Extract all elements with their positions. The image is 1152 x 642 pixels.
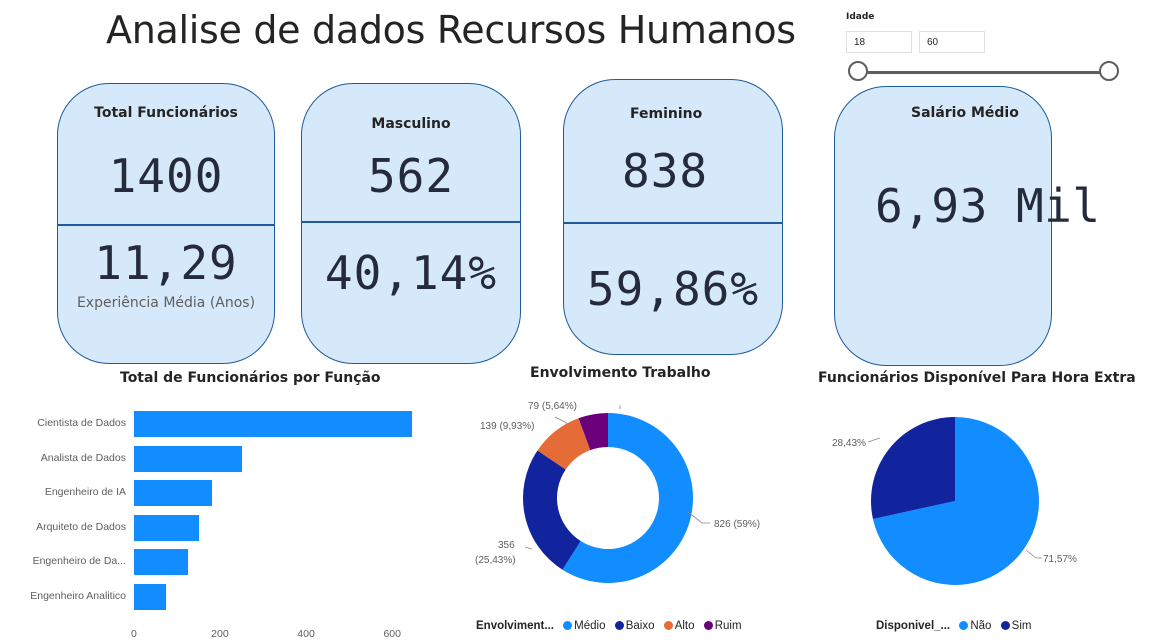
pie-chart: 28,43% 71,57%	[832, 417, 1077, 585]
legend-item-baixo[interactable]: Baixo	[625, 620, 655, 632]
donut-label-alto: 139 (9,93%)	[480, 421, 534, 432]
bar[interactable]	[134, 480, 212, 507]
bar-category-label: Engenheiro Analitico	[30, 590, 126, 602]
legend-dot-icon	[563, 621, 573, 630]
legend-item-alto[interactable]: Alto	[674, 620, 695, 632]
bar-category-label: Engenheiro de IA	[44, 486, 126, 499]
x-axis-tick-label: 0	[131, 628, 137, 640]
pie-legend: Disponivel_... Não Sim	[876, 620, 1031, 632]
donut-chart-title: Envolvimento Trabalho	[530, 365, 711, 381]
bar-category-label: Cientista de Dados	[37, 417, 126, 429]
card-salario-value: 6,93 Mil	[875, 179, 1101, 233]
card-experiencia-value: 11,29	[94, 236, 238, 290]
card-total-value: 1400	[108, 149, 224, 203]
card-masculino-percent: 40,14%	[324, 246, 498, 300]
donut-label-baixo: 356	[498, 540, 515, 551]
age-slider-track[interactable]	[858, 71, 1109, 74]
age-slider-max-handle[interactable]	[1099, 61, 1119, 81]
legend-dot-icon	[959, 621, 969, 630]
legend-item-medio[interactable]: Médio	[574, 620, 606, 632]
legend-dot-icon	[614, 621, 624, 630]
legend-item-ruim[interactable]: Ruim	[714, 620, 742, 632]
x-axis-tick-label: 200	[211, 628, 229, 640]
legend-dot-icon	[663, 621, 673, 630]
x-axis-tick-label: 600	[383, 628, 401, 640]
bar[interactable]	[134, 549, 188, 576]
legend-item-nao[interactable]: Não	[970, 620, 992, 632]
card-feminino-percent: 59,86%	[586, 262, 760, 316]
card-total-label: Total Funcionários	[94, 105, 238, 121]
legend-dot-icon	[1000, 621, 1010, 630]
pie-slice-nao[interactable]	[872, 417, 1039, 585]
card-masculino-label: Masculino	[371, 116, 451, 132]
pie-slice-sim[interactable]	[871, 417, 955, 519]
donut-chart: 79 (5,64%) 139 (9,93%) 356 (25,43%) 826 …	[475, 401, 760, 583]
age-slicer-label: Idade	[846, 12, 875, 22]
bar-chart-title: Total de Funcionários por Função	[120, 370, 381, 386]
donut-slice-baixo[interactable]	[523, 450, 581, 570]
card-masculino: Masculino 562 40,14%	[301, 83, 521, 364]
card-salario-label: Salário Médio	[911, 105, 1019, 121]
card-experiencia-label: Experiência Média (Anos)	[76, 295, 256, 311]
pie-legend-title: Disponivel_...	[876, 620, 951, 632]
card-salario-medio: Salário Médio 6,93 Mil	[834, 86, 1101, 366]
donut-legend: Envolviment... Médio Baixo Alto Ruim	[476, 620, 742, 632]
card-feminino: Feminino 838 59,86%	[563, 79, 783, 355]
age-max-input[interactable]: 60	[919, 31, 985, 53]
x-axis-tick-label: 400	[297, 628, 315, 640]
pie-chart-title: Funcionários Disponível Para Hora Extra	[818, 370, 1136, 386]
bar-category-label: Arquiteto de Dados	[36, 520, 126, 533]
donut-legend-title: Envolviment...	[476, 620, 554, 632]
bar[interactable]	[134, 411, 412, 437]
donut-slice-ruim[interactable]	[578, 413, 608, 451]
legend-dot-icon	[703, 621, 713, 630]
bar[interactable]	[134, 445, 242, 472]
donut-slice-alto[interactable]	[537, 418, 591, 470]
pie-label-nao: 71,57%	[1043, 554, 1077, 565]
bar[interactable]	[134, 514, 199, 541]
bar-category-label: Analista de Dados	[40, 451, 126, 464]
donut-slice-medio[interactable]	[562, 413, 693, 583]
donut-label-baixo-pct: (25,43%)	[475, 555, 516, 566]
card-feminino-label: Feminino	[630, 106, 703, 122]
age-min-input[interactable]: 18	[846, 31, 912, 53]
card-divider	[302, 221, 520, 223]
card-total-funcionarios: Total Funcionários 1400 11,29 Experiênci…	[57, 83, 275, 364]
card-masculino-value: 562	[367, 149, 455, 203]
legend-item-sim[interactable]: Sim	[1011, 620, 1032, 632]
card-divider	[58, 224, 274, 226]
donut-label-medio: 826 (59%)	[714, 519, 760, 530]
bar[interactable]	[134, 584, 167, 610]
age-slider-min-handle[interactable]	[848, 61, 868, 81]
page-title: Analise de dados Recursos Humanos	[106, 8, 796, 52]
card-feminino-value: 838	[622, 144, 709, 198]
pie-label-sim: 28,43%	[832, 438, 866, 449]
card-divider	[564, 222, 782, 224]
bar-category-label: Engenheiro de Da...	[32, 555, 126, 568]
donut-label-ruim: 79 (5,64%)	[528, 401, 577, 412]
